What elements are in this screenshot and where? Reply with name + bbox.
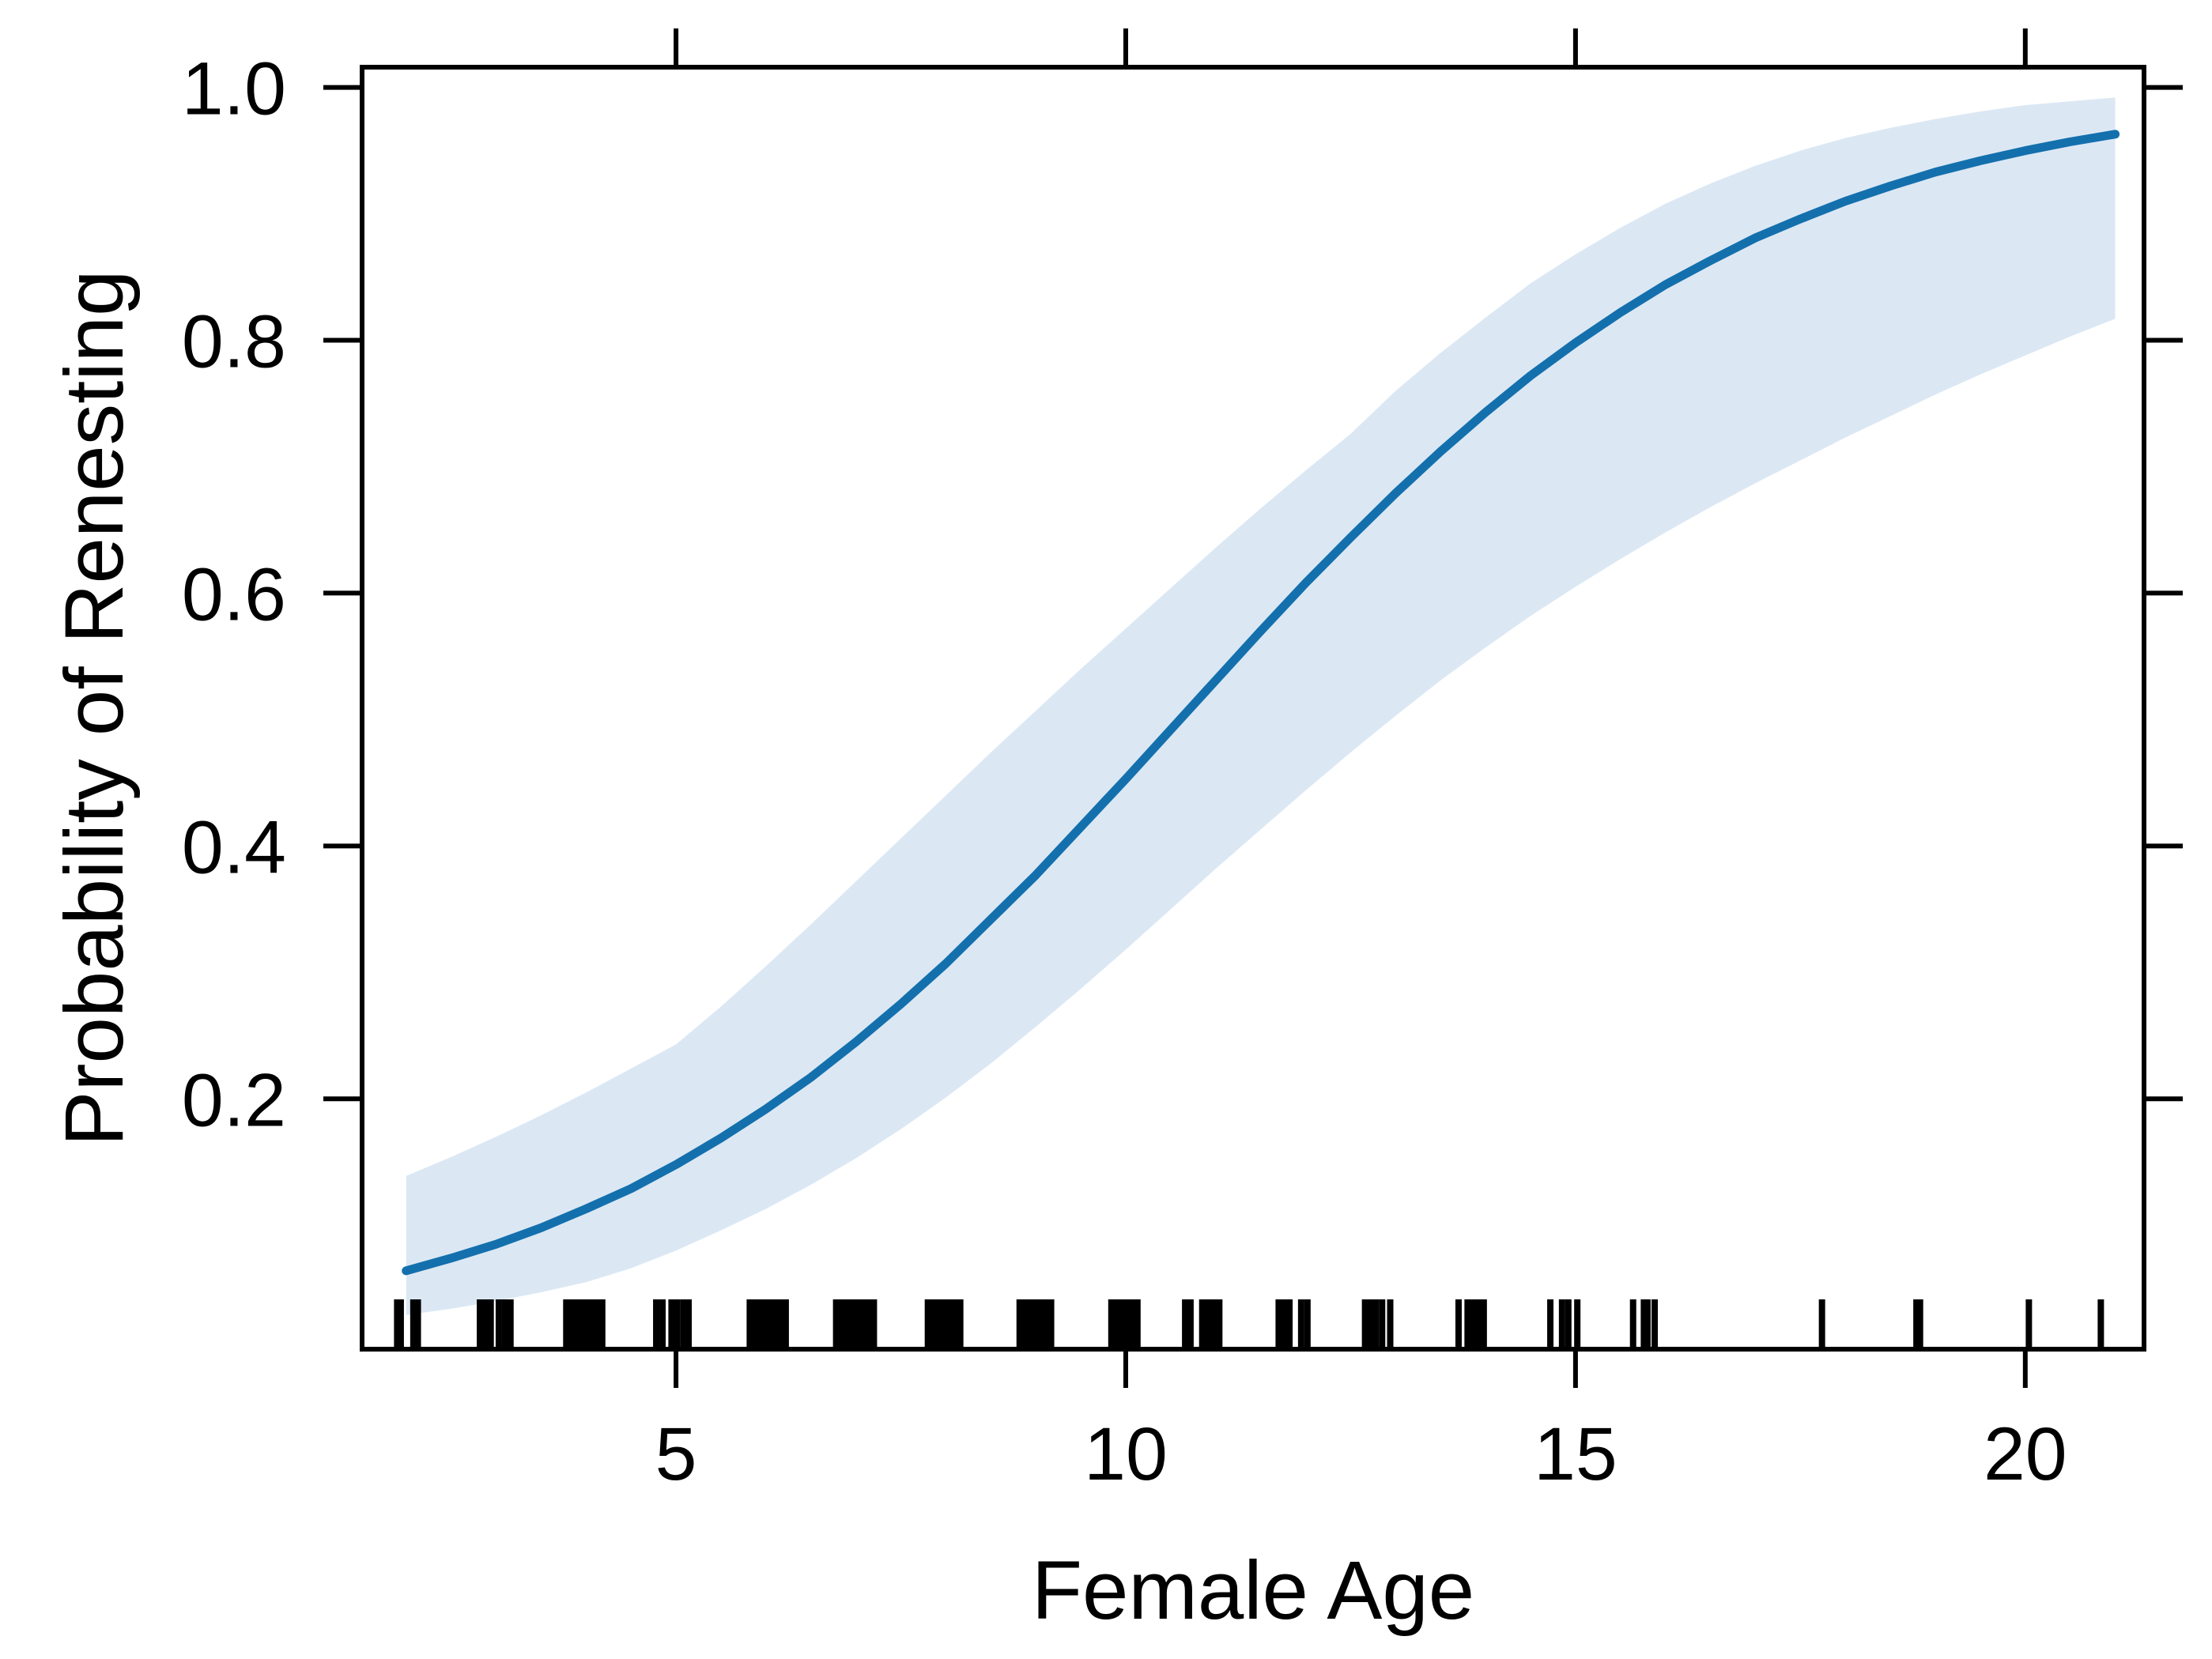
plot-box <box>360 65 2146 1352</box>
y-tick-label: 0.2 <box>182 1058 286 1142</box>
x-tick-label: 10 <box>1084 1412 1168 1496</box>
tick-marks-layer <box>323 28 2183 1388</box>
y-tick-label: 0.4 <box>182 805 286 889</box>
confidence-band-layer <box>406 97 2116 1315</box>
tick-labels-layer: 5 10 15 20 0.2 0.4 0.6 0.8 1.0 <box>182 47 2067 1496</box>
x-axis-title: Female Age <box>1032 1544 1474 1637</box>
confidence-band <box>406 97 2116 1315</box>
plot-frame-layer <box>360 65 2146 1352</box>
y-axis-title: Probability of Renesting <box>48 270 141 1147</box>
y-tick-label: 0.6 <box>182 552 286 636</box>
fitted-probability-curve <box>402 130 2120 1276</box>
fitted-line-layer <box>402 130 2120 1276</box>
y-tick-label: 1.0 <box>182 47 286 131</box>
x-tick-label: 5 <box>655 1412 697 1496</box>
x-tick-label: 20 <box>1984 1412 2067 1496</box>
x-tick-label: 15 <box>1534 1412 1617 1496</box>
y-tick-label: 0.8 <box>182 300 286 384</box>
rug-marks-layer <box>394 1299 2104 1348</box>
